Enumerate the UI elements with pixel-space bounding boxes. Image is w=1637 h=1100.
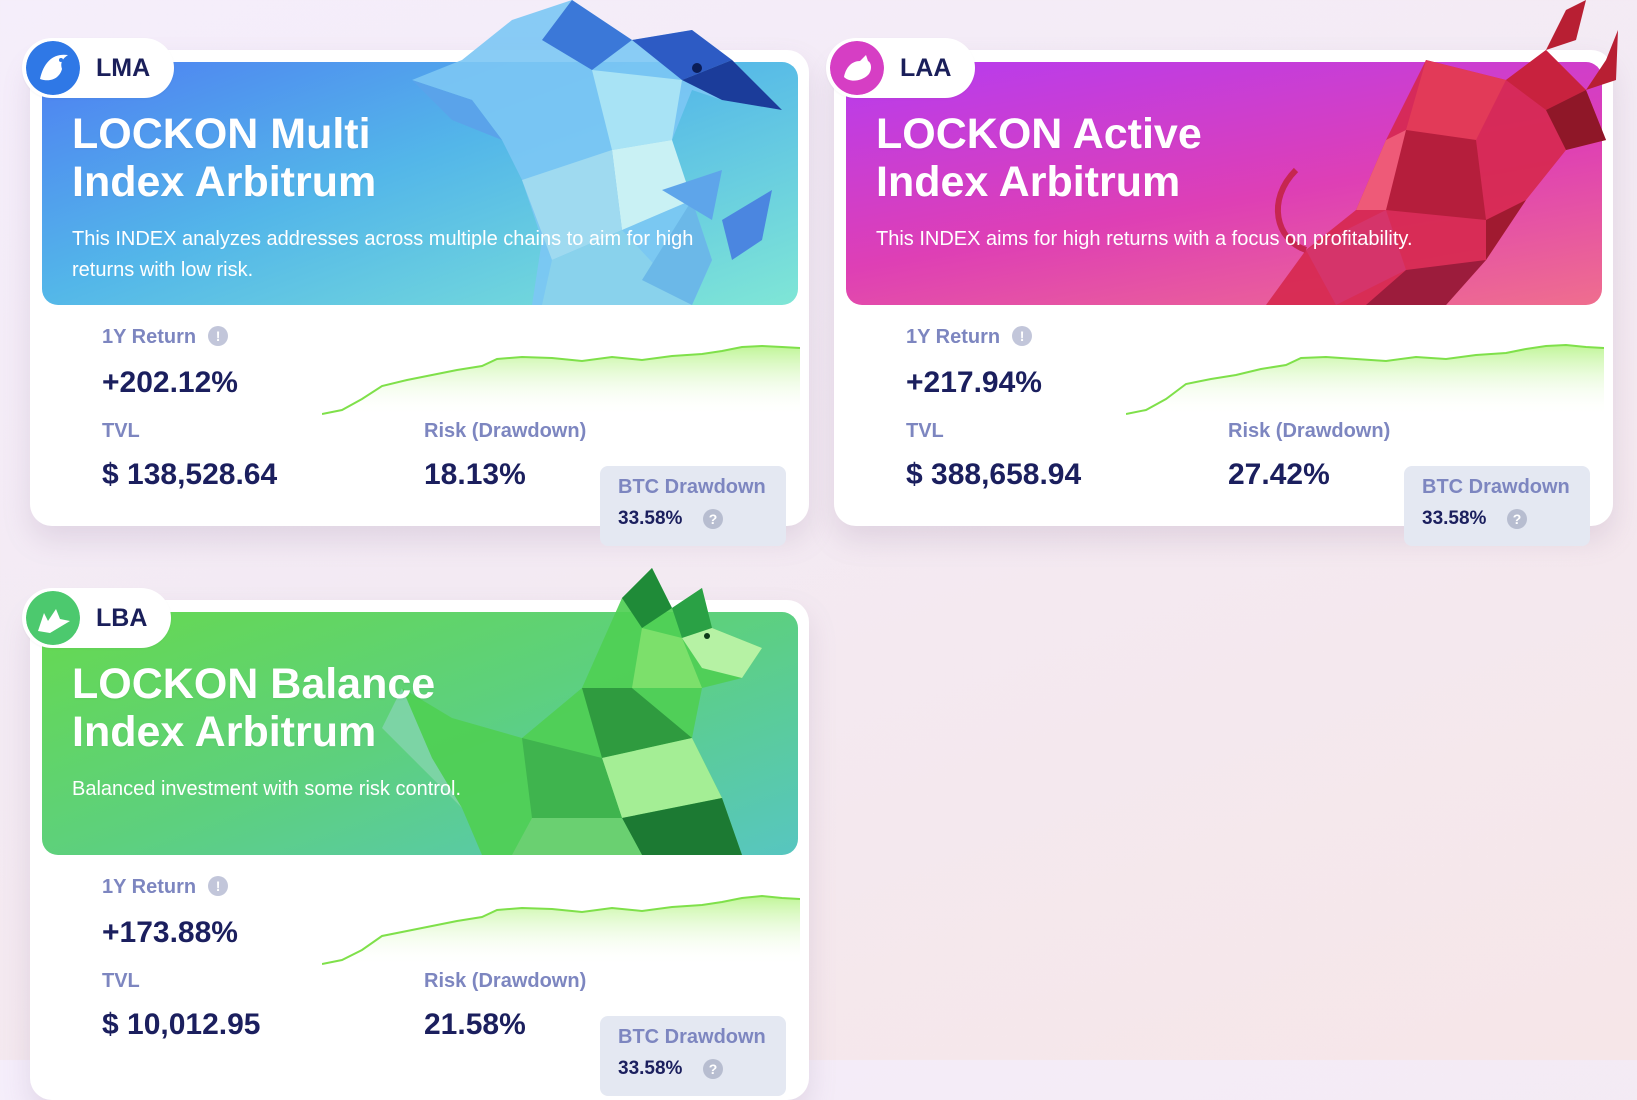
btc-drawdown-label: BTC Drawdown [1422, 476, 1570, 498]
index-code: LMA [96, 53, 151, 82]
risk-label: Risk (Drawdown) [1228, 420, 1391, 442]
index-card-lma[interactable]: LOCKON Multi Index Arbitrum This INDEX a… [22, 0, 809, 546]
tvl-value: $ 388,658.94 [906, 458, 1082, 491]
index-card-laa[interactable]: LOCKON Active Index Arbitrum This INDEX … [826, 0, 1618, 546]
index-code: LBA [96, 603, 148, 632]
risk-label: Risk (Drawdown) [424, 970, 587, 992]
tvl-value: $ 138,528.64 [102, 458, 278, 491]
btc-drawdown-label: BTC Drawdown [618, 1026, 766, 1048]
info-icon[interactable]: ! [208, 326, 229, 346]
tvl-label: TVL [102, 970, 140, 992]
fox-icon [26, 591, 80, 645]
risk-label: Risk (Drawdown) [424, 420, 587, 442]
btc-drawdown-value: 33.58% [1422, 508, 1487, 529]
tvl-value: $ 10,012.95 [102, 1008, 261, 1041]
btc-drawdown-value: 33.58% [618, 1058, 683, 1079]
bull-icon [830, 41, 884, 95]
btc-drawdown-box: BTC Drawdown 33.58% ? [600, 466, 786, 546]
info-icon[interactable]: ! [1012, 326, 1033, 346]
card-description: This INDEX analyzes addresses across mul… [72, 228, 694, 281]
card-title: LOCKON Multi Index Arbitrum [72, 110, 377, 206]
return-sparkline [322, 344, 800, 416]
card-title: LOCKON Active Index Arbitrum [876, 110, 1202, 206]
return-label: 1Y Return! [102, 876, 229, 899]
index-badge: LMA [22, 38, 175, 98]
card-title: LOCKON Balance Index Arbitrum [72, 660, 436, 756]
btc-drawdown-label: BTC Drawdown [618, 476, 766, 498]
index-badge: LBA [22, 588, 172, 648]
risk-value: 18.13% [424, 458, 526, 491]
info-icon[interactable]: ! [208, 876, 229, 896]
index-code: LAA [900, 53, 952, 82]
return-sparkline [322, 894, 800, 966]
index-card-lba[interactable]: LOCKON Balance Index Arbitrum Balanced i… [22, 568, 809, 1100]
penguin-icon [26, 41, 80, 95]
risk-value: 21.58% [424, 1008, 526, 1041]
card-description: This INDEX aims for high returns with a … [876, 228, 1413, 250]
index-badge: LAA [826, 38, 976, 98]
help-icon[interactable]: ? [703, 509, 723, 529]
card-stats: 1Y Return! +173.88% TVL $ 10,012.95 Risk… [70, 870, 800, 1096]
return-label: 1Y Return! [906, 326, 1033, 349]
return-value: +202.12% [102, 366, 238, 399]
tvl-label: TVL [102, 420, 140, 442]
card-stats: 1Y Return! +202.12% TVL $ 138,528.64 Ris… [70, 320, 800, 546]
tvl-label: TVL [906, 420, 944, 442]
help-icon[interactable]: ? [1507, 509, 1527, 529]
btc-drawdown-box: BTC Drawdown 33.58% ? [600, 1016, 786, 1096]
return-value: +173.88% [102, 916, 238, 949]
card-banner: LOCKON Balance Index Arbitrum Balanced i… [42, 568, 798, 855]
return-label: 1Y Return! [102, 326, 229, 349]
btc-drawdown-value: 33.58% [618, 508, 683, 529]
card-stats: 1Y Return! +217.94% TVL $ 388,658.94 Ris… [874, 320, 1604, 546]
return-sparkline [1126, 344, 1604, 416]
btc-drawdown-box: BTC Drawdown 33.58% ? [1404, 466, 1590, 546]
card-description: Balanced investment with some risk contr… [72, 778, 462, 800]
card-banner: LOCKON Multi Index Arbitrum This INDEX a… [42, 0, 798, 305]
risk-value: 27.42% [1228, 458, 1330, 491]
return-value: +217.94% [906, 366, 1042, 399]
card-banner: LOCKON Active Index Arbitrum This INDEX … [846, 0, 1618, 305]
help-icon[interactable]: ? [703, 1059, 723, 1079]
